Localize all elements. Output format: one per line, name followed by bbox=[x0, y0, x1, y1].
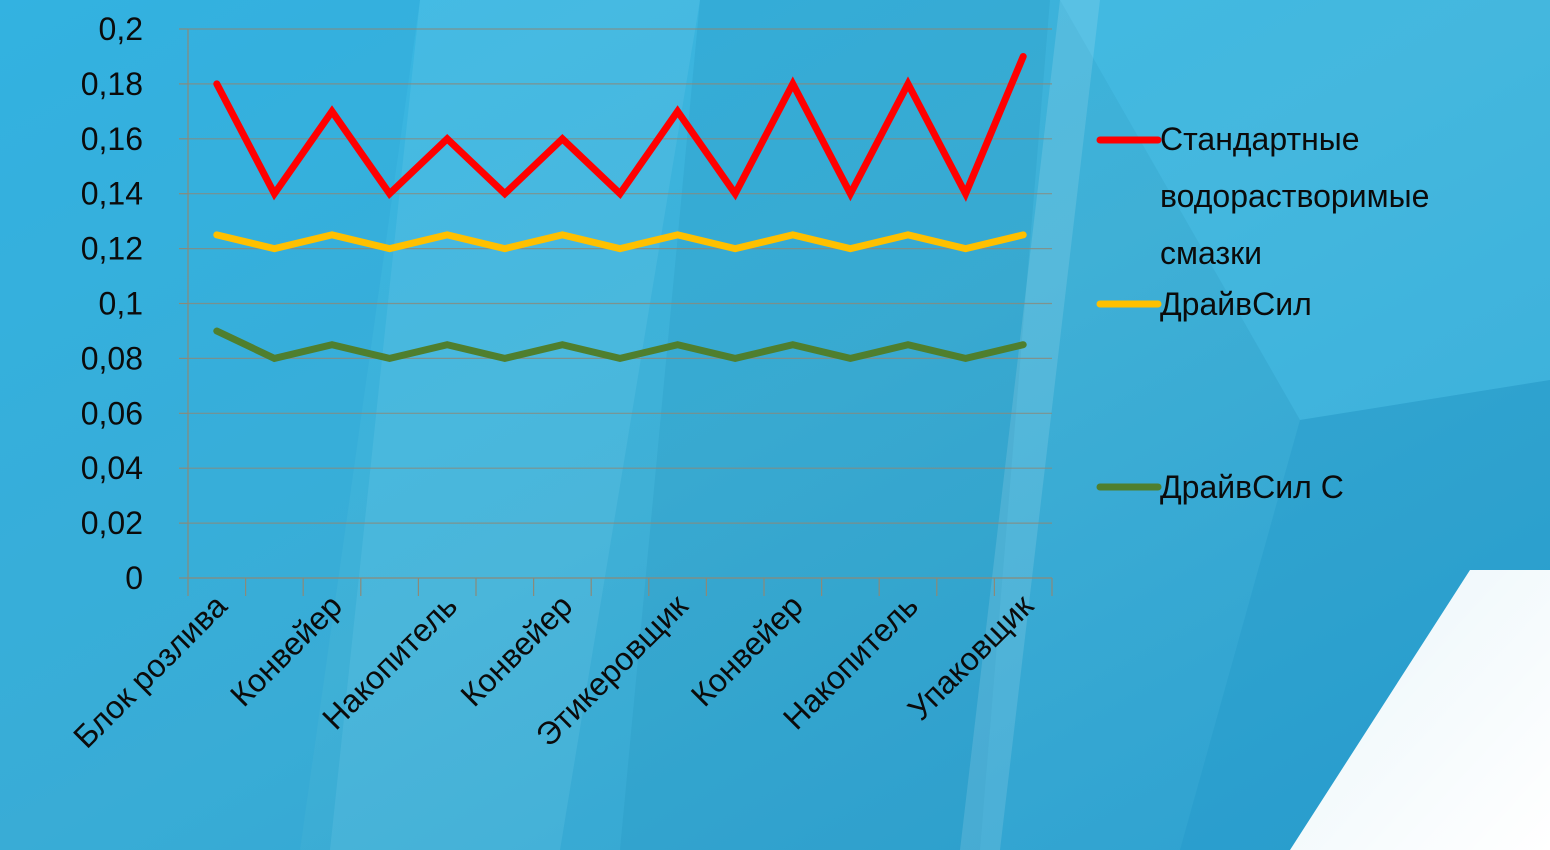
legend-label-line: ДрайвСил С bbox=[1160, 469, 1344, 505]
legend: Стандартные водорастворимые смазки ДрайвСил… bbox=[1096, 121, 1429, 505]
y-tick-label: 0,14 bbox=[81, 176, 143, 212]
legend-label: ДрайвСил С bbox=[1160, 469, 1344, 505]
legend-item: ДрайвСил С bbox=[1096, 469, 1344, 505]
x-tick-label: Конвейер bbox=[223, 587, 349, 713]
legend-label: Стандартные водорастворимые смазки bbox=[1160, 121, 1429, 271]
y-tick-label: 0,12 bbox=[81, 231, 143, 267]
y-tick-label: 0 bbox=[125, 560, 143, 596]
legend-label-line: водорастворимые bbox=[1160, 178, 1429, 214]
y-tick-label: 0,2 bbox=[99, 11, 143, 47]
y-tick-label: 0,18 bbox=[81, 66, 143, 102]
x-axis-ticks: Блок розливаКонвейерНакопительКонвейерЭт… bbox=[66, 587, 1041, 755]
legend-label-line: Стандартные bbox=[1160, 121, 1360, 157]
corner-white-panel bbox=[1290, 570, 1550, 850]
series-lines bbox=[213, 53, 1027, 363]
legend-label-line: смазки bbox=[1160, 235, 1262, 271]
gridlines bbox=[188, 28, 1052, 524]
x-tick-label: Блок розлива bbox=[66, 587, 234, 755]
series-line bbox=[213, 53, 1027, 202]
x-tick-label: Упаковщик bbox=[901, 587, 1041, 727]
legend-item: ДрайвСил bbox=[1096, 286, 1312, 322]
y-tick-label: 0,08 bbox=[81, 340, 143, 376]
x-tick-label: Конвейер bbox=[453, 587, 579, 713]
legend-label: ДрайвСил bbox=[1160, 286, 1312, 322]
x-tick-label: Конвейер bbox=[684, 587, 810, 713]
y-tick-label: 0,06 bbox=[81, 395, 143, 431]
series-line bbox=[213, 327, 1027, 363]
y-tick-label: 0,16 bbox=[81, 121, 143, 157]
series-line bbox=[213, 231, 1027, 253]
y-tick-label: 0,04 bbox=[81, 450, 143, 486]
legend-label-line: ДрайвСил bbox=[1160, 286, 1312, 322]
y-tick-label: 0,1 bbox=[99, 286, 143, 322]
legend-item: Стандартные водорастворимые смазки bbox=[1096, 121, 1429, 271]
axes bbox=[179, 28, 1053, 596]
y-axis-ticks: 0 0,02 0,04 0,06 0,08 0,1 0,12 0,14 0,16 0,18 0,2 bbox=[81, 11, 143, 596]
y-tick-label: 0,02 bbox=[81, 505, 143, 541]
